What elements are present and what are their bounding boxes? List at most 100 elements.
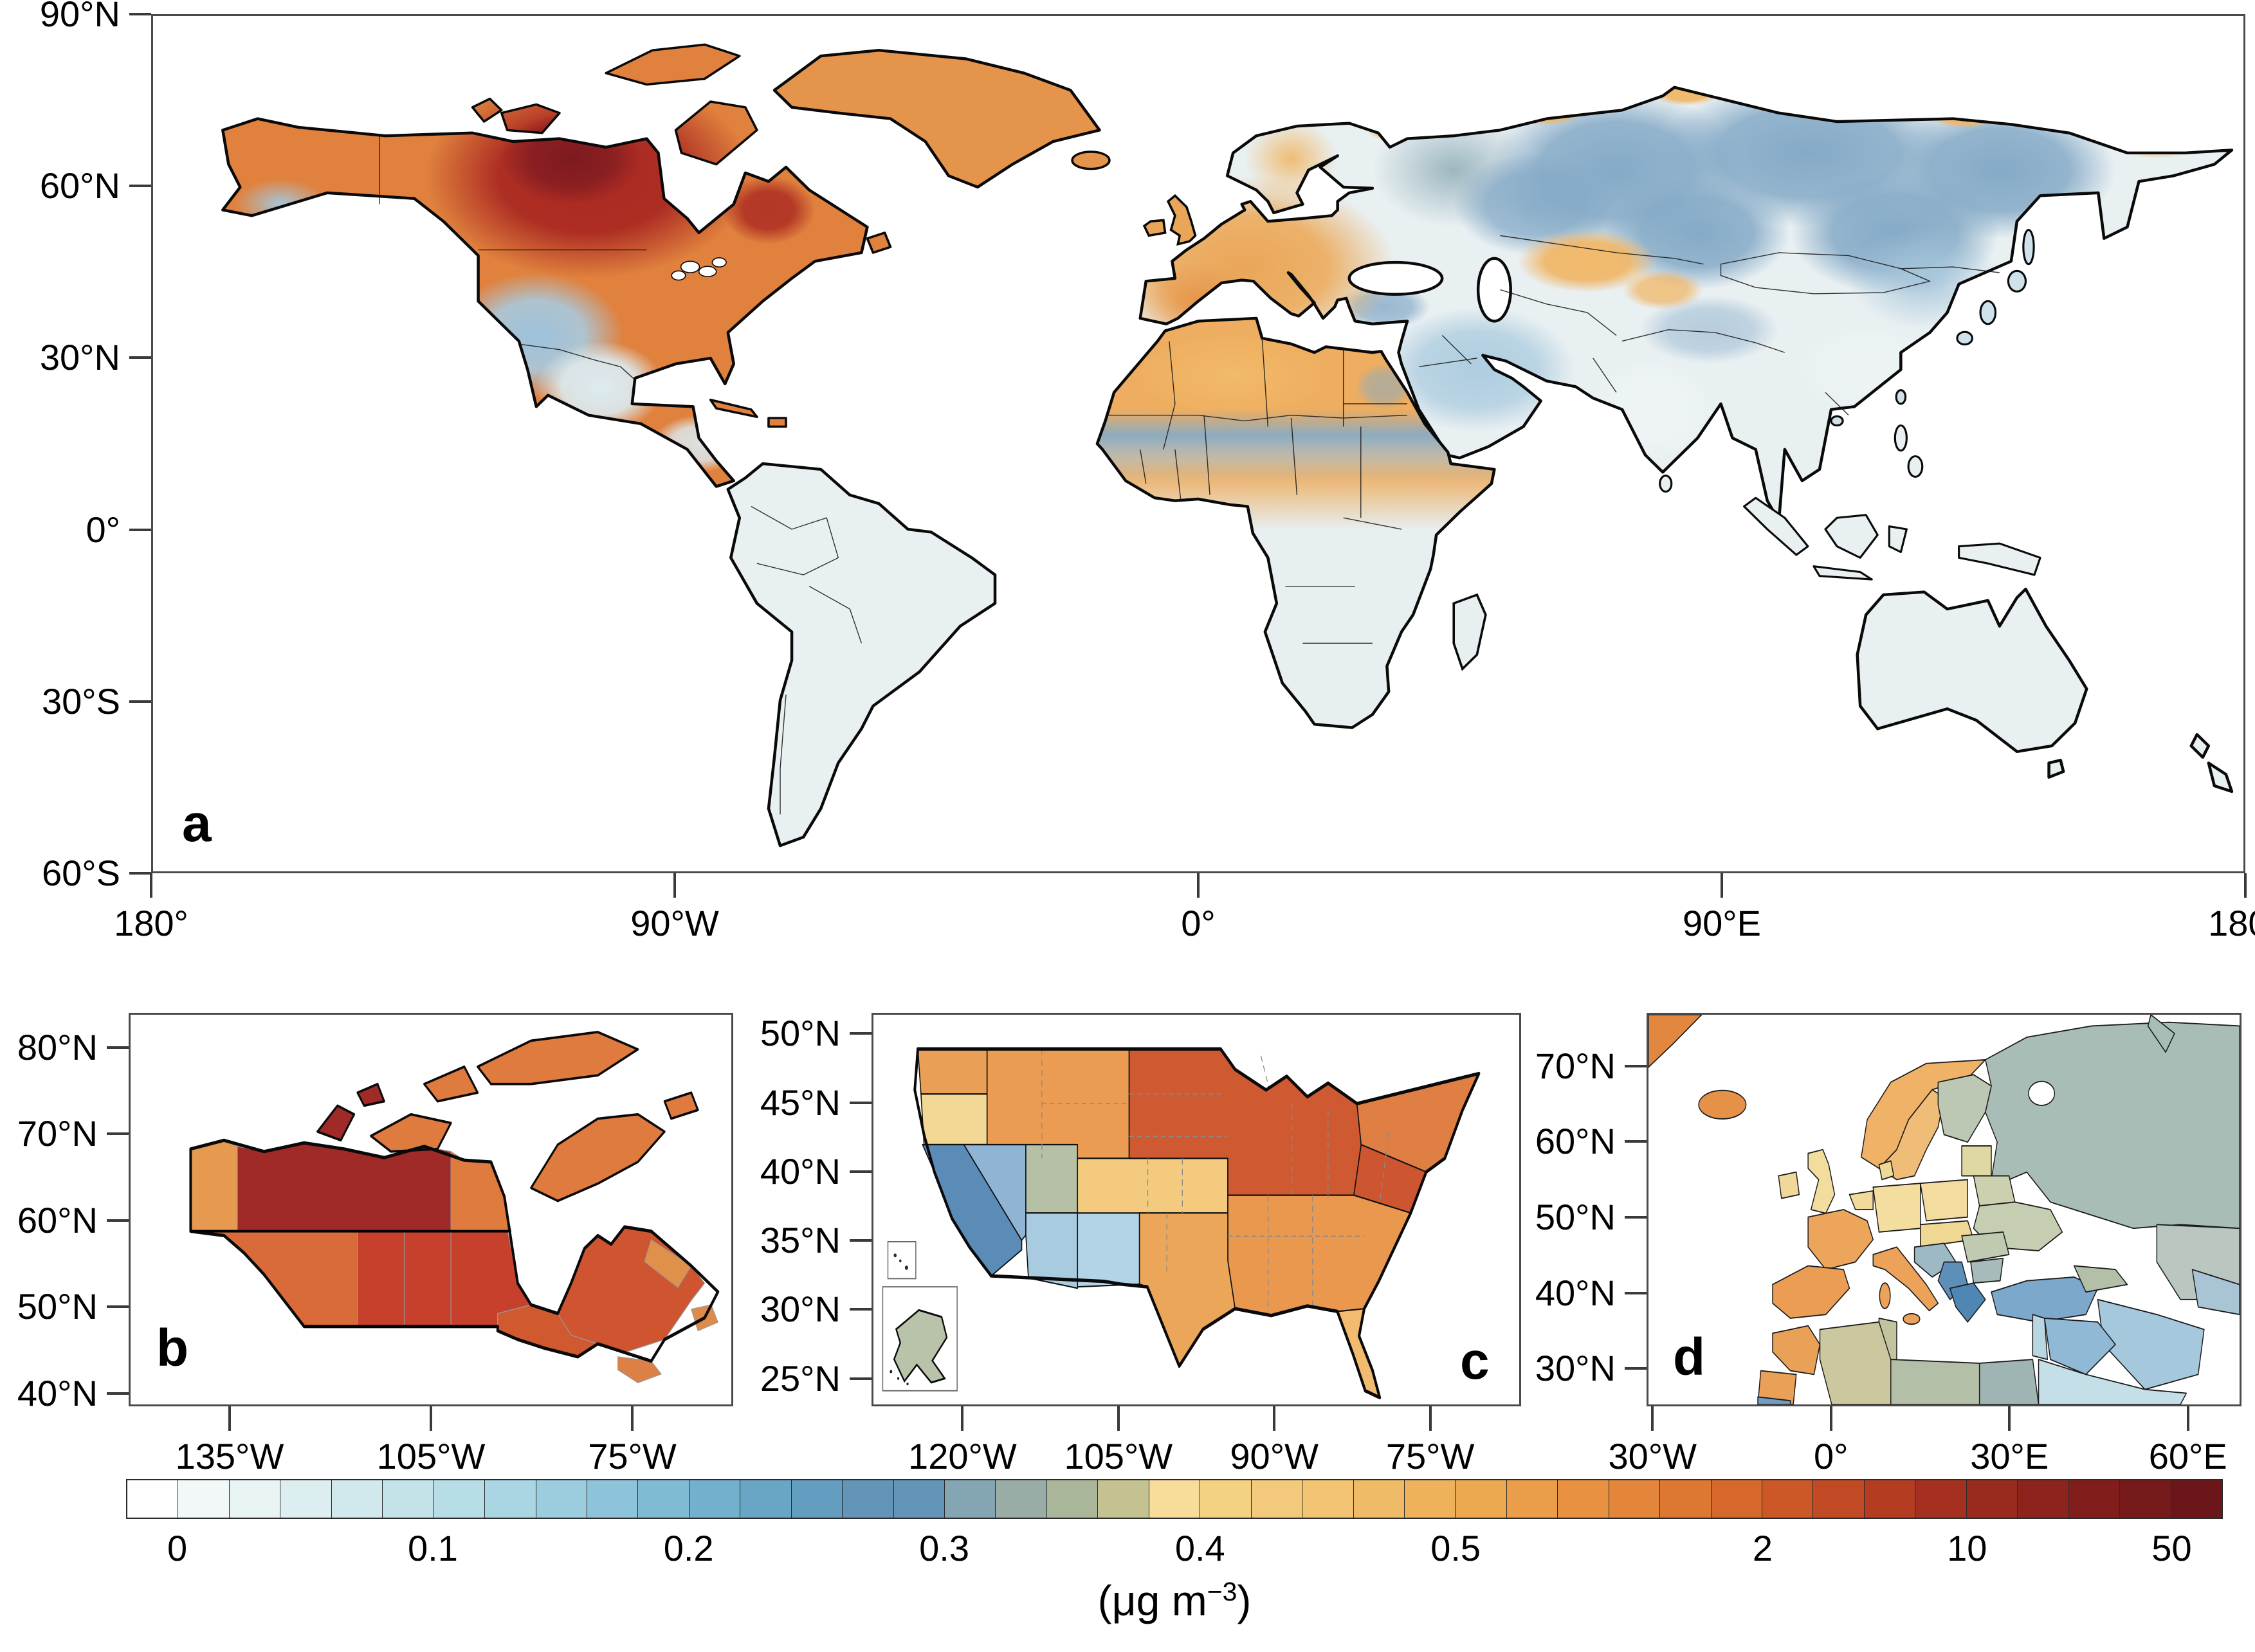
axis-tick-mark (850, 1170, 872, 1174)
axis-tick-label: 60°E (2148, 1436, 2227, 1476)
axis-tick-mark (1625, 1215, 1647, 1219)
axis-tick-label: 75°W (1385, 1436, 1475, 1476)
axis-tick-label: 0° (1181, 903, 1216, 943)
region-novaya-zemlya (2147, 1015, 2175, 1053)
region-greece (1949, 1282, 1986, 1323)
panel-a-longitude-axis: 180° 90°W 0° 90°E 180° (114, 873, 2255, 957)
colorbar-segment (1149, 1480, 1201, 1518)
region-mauritania-sliver (1757, 1396, 1791, 1404)
madagascar (1452, 593, 1487, 671)
colorbar-segment (996, 1480, 1047, 1518)
axis-tick-mark (107, 1305, 129, 1309)
colorbar-segment (1302, 1480, 1354, 1518)
axis-tick-label: 30°S (41, 680, 120, 722)
axis-tick-label: 40°N (1535, 1272, 1616, 1313)
colorbar-segment (1915, 1480, 1967, 1518)
colorbar-segment (280, 1480, 332, 1518)
axis-tick-label: 50°N (17, 1286, 98, 1327)
unit-suffix: ) (1237, 1577, 1252, 1624)
colorbar-segment (740, 1480, 792, 1518)
alaska-inset (882, 1286, 958, 1392)
axis-tick-label: 30°E (1970, 1436, 2049, 1476)
axis-tick-mark (1625, 1140, 1647, 1143)
country-borders (379, 136, 2000, 815)
axis-tick-label: 50°N (760, 1013, 841, 1054)
axis-tick-mark (1625, 1064, 1647, 1067)
region-syria-iraq (2043, 1318, 2116, 1375)
panel-b-latitude-axis: 80°N 70°N 60°N 50°N 40°N (0, 1013, 129, 1411)
panel-d-longitude-axis: 30°W 0° 30°E 60°E (1608, 1406, 2241, 1484)
colorbar-segment (2068, 1480, 2121, 1518)
region-libya (1890, 1359, 1980, 1404)
panel-c-letter: c (1460, 1332, 1490, 1390)
axis-tick-label: 180° (2208, 903, 2255, 943)
region-bulgaria (1970, 1257, 2004, 1284)
axis-tick-mark (129, 185, 151, 188)
colorbar-segment (485, 1480, 536, 1518)
region-new-mexico (1077, 1212, 1140, 1288)
unit-prefix: (μg m (1097, 1577, 1207, 1624)
iceland-uk-ireland (1071, 150, 1197, 246)
colorbar-segment (383, 1480, 434, 1518)
panel-b-canada-map-frame: b (129, 1013, 733, 1406)
axis-tick-label: 25°N (760, 1358, 841, 1399)
panel-c-latitude-axis: 50°N 45°N 40°N 35°N 30°N 25°N (724, 1013, 872, 1406)
axis-tick-mark (2244, 873, 2247, 898)
parallel-borders (190, 1230, 511, 1328)
axis-tick-label: 90°E (1682, 903, 1762, 943)
region-benelux (1849, 1190, 1874, 1210)
axis-tick-mark (850, 1308, 872, 1311)
axis-tick-mark (430, 1406, 432, 1431)
colorbar-tick-label: 0.4 (1174, 1528, 1225, 1568)
region-labrador (644, 1239, 692, 1288)
canada-map (189, 1031, 720, 1384)
region-alberta (357, 1230, 405, 1327)
panel-c-longitude-axis: 120°W 105°W 90°W 75°W (872, 1406, 1521, 1484)
region-quebec (557, 1226, 706, 1353)
region-western-sahara (1757, 1370, 1797, 1404)
region-utah (1025, 1143, 1079, 1214)
colorbar-segment (1506, 1480, 1558, 1518)
axis-tick-mark (1197, 873, 1200, 898)
greenland (774, 50, 1100, 187)
axis-tick-label: 180° (114, 903, 188, 943)
axis-tick-mark (150, 873, 152, 898)
maritime-asia-islands (1659, 424, 2041, 581)
region-france (1807, 1209, 1874, 1271)
colorbar-unit-label: (μg m−3) (1098, 1579, 1252, 1622)
region-south-central (1138, 1212, 1236, 1367)
colorbar-segment (536, 1480, 587, 1518)
region-southeast (1227, 1194, 1412, 1316)
axis-tick-mark (129, 356, 151, 359)
region-arabia (2038, 1359, 2187, 1404)
north-america (223, 44, 890, 486)
hawaii-inset (887, 1241, 917, 1280)
region-belarus (1973, 1175, 2016, 1207)
state-borders-dashed (1041, 1049, 1390, 1313)
axis-tick-label: 105°W (1064, 1436, 1173, 1476)
axis-tick-label: 40°N (17, 1372, 98, 1413)
colorbar-segment (1353, 1480, 1405, 1518)
colorbar-segment (638, 1480, 689, 1518)
colorbar-segment (1558, 1480, 1609, 1518)
colorbar (126, 1479, 2223, 1519)
colorbar-segment (1711, 1480, 1762, 1518)
panel-d-letter: d (1673, 1328, 1706, 1386)
region-egypt (1978, 1359, 2040, 1404)
axis-tick-mark (631, 1406, 634, 1431)
region-central-asia-south (2191, 1269, 2240, 1316)
region-poland (1920, 1179, 1968, 1222)
axis-tick-label: 30°N (760, 1289, 841, 1330)
axis-tick-label: 90°W (1230, 1436, 1319, 1476)
region-colorado-kansas (1077, 1157, 1228, 1214)
axis-tick-mark (1429, 1406, 1432, 1431)
region-oregon (920, 1093, 988, 1146)
axis-tick-label: 70°N (1535, 1045, 1616, 1086)
colorbar-tick-label: 50 (2151, 1528, 2192, 1568)
axis-tick-mark (107, 1392, 129, 1395)
axis-tick-label: 50°N (1535, 1196, 1616, 1237)
panel-a-global-map-frame: a (151, 14, 2245, 873)
colorbar-segment (127, 1480, 179, 1518)
region-british-columbia (190, 1230, 358, 1327)
colorbar-tick-label: 0.1 (408, 1528, 458, 1568)
